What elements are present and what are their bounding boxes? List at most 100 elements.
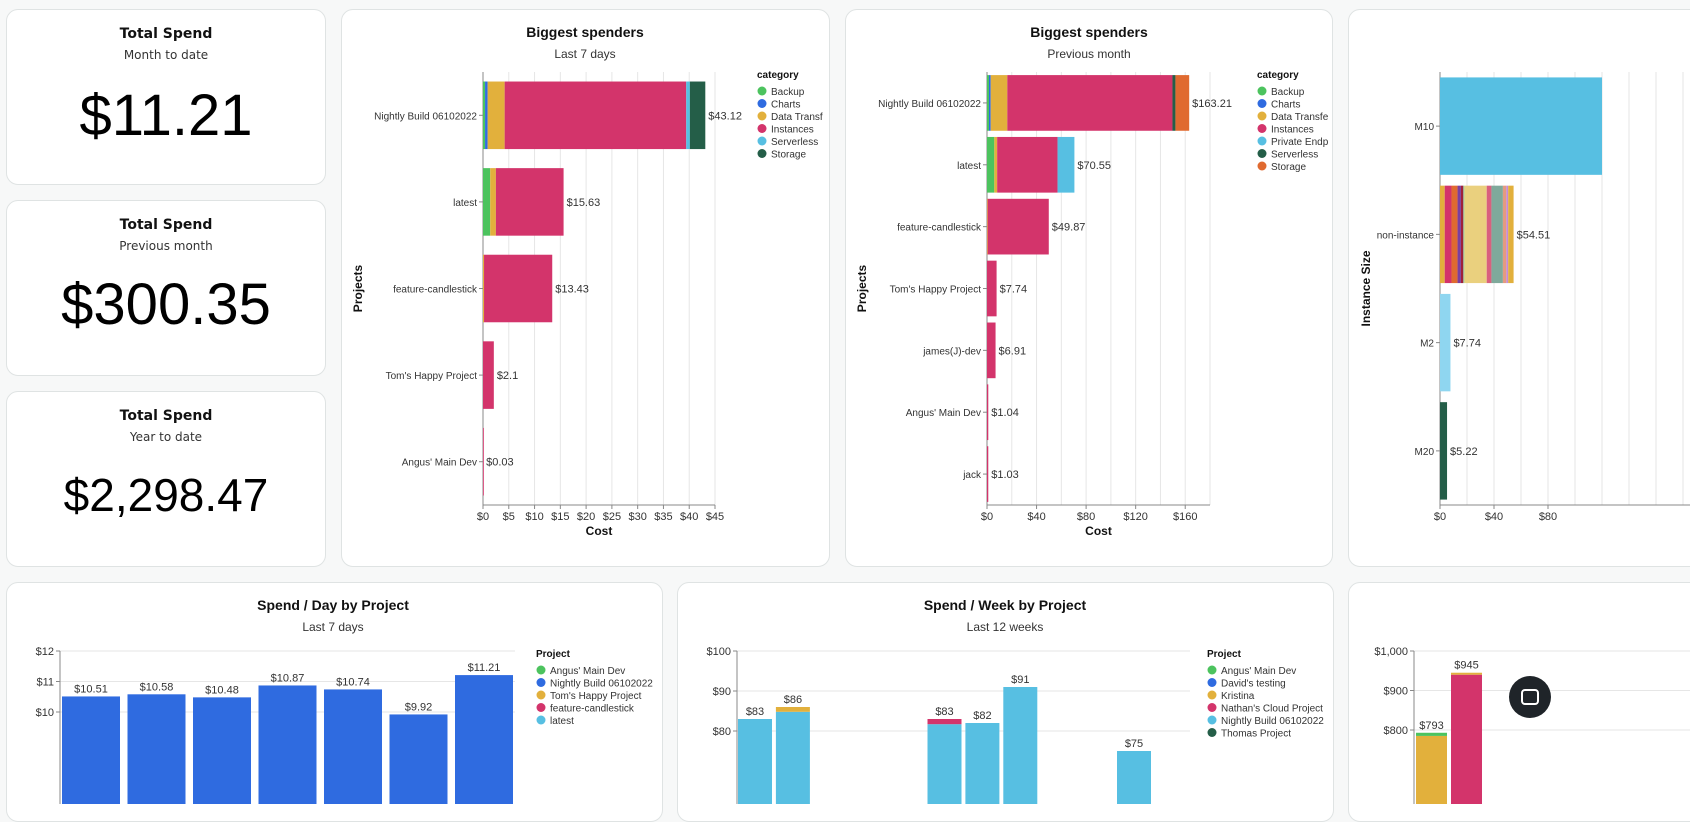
bar-segment — [484, 254, 553, 323]
bar-value-label: $1.04 — [991, 407, 1019, 419]
bar-value-label: $49.87 — [1052, 222, 1086, 234]
legend-label: latest — [550, 716, 574, 727]
bar-value-label: $13.43 — [555, 284, 589, 296]
bar-value-label: $54.51 — [1517, 229, 1551, 241]
stat-card-previous-month: Total Spend Previous month $300.35 — [6, 200, 326, 376]
bar-value-label: $163.21 — [1192, 98, 1232, 110]
bar-segment — [689, 81, 706, 150]
y-tick-label: M2 — [1420, 339, 1434, 350]
x-tick-label: $0 — [981, 511, 993, 523]
bar-value-label: $9.92 — [405, 701, 433, 713]
stat-card-year-to-date: Total Spend Year to date $2,298.47 — [6, 391, 326, 567]
legend-title: Project — [536, 649, 571, 660]
y-tick-label: Nightly Build 06102022 — [878, 99, 981, 110]
stat-title: Total Spend — [119, 217, 213, 233]
bar-segment — [258, 685, 317, 804]
bar-segment — [987, 198, 1049, 255]
bar-segment — [1463, 185, 1465, 284]
bar-segment — [504, 81, 687, 150]
legend-label: Nightly Build 06102022 — [1221, 716, 1324, 727]
legend-label: Charts — [771, 100, 800, 111]
bar-segment — [1440, 185, 1445, 284]
bar-segment — [987, 136, 995, 193]
legend-label: Storage — [1271, 162, 1306, 173]
bar-segment — [1440, 293, 1451, 392]
bar-value-label: $2.1 — [497, 370, 518, 382]
y-axis-title: Projects — [351, 264, 365, 312]
bar-value-label: $15.63 — [567, 197, 601, 209]
legend-swatch — [757, 124, 767, 133]
stat-value: $300.35 — [61, 272, 271, 337]
bar-segment — [994, 136, 998, 193]
bar-value-label: $10.48 — [205, 684, 239, 696]
y-tick-label: Nightly Build 06102022 — [374, 111, 477, 122]
bar-value-label: $10.74 — [336, 676, 370, 688]
chat-button[interactable] — [1509, 676, 1551, 718]
y-tick-label: feature-candlestick — [393, 285, 478, 296]
x-tick-label: $0 — [477, 511, 489, 523]
bar-segment — [1175, 75, 1190, 131]
bar-value-label: $75 — [1125, 738, 1143, 750]
bar-segment — [1486, 185, 1492, 284]
y-tick-label: $10 — [36, 707, 54, 719]
bar-segment — [1457, 185, 1461, 284]
stat-subtitle: Year to date — [129, 430, 203, 444]
bar-segment — [490, 168, 496, 236]
y-tick-label: feature-candlestick — [897, 223, 982, 234]
bar-segment — [1416, 735, 1447, 804]
bar-segment — [1451, 185, 1458, 284]
legend-title: Project — [1207, 649, 1242, 660]
y-axis-title: Instance Size — [1359, 250, 1373, 326]
bar-segment — [988, 75, 991, 131]
legend-label: Instances — [771, 125, 814, 136]
bar-segment — [483, 341, 494, 409]
legend-swatch — [1207, 665, 1217, 675]
x-tick-label: $160 — [1173, 511, 1197, 523]
legend-swatch — [536, 665, 546, 675]
x-tick-label: $40 — [680, 511, 698, 523]
bar-segment — [483, 254, 485, 323]
legend-label: Private Endp — [1271, 137, 1329, 148]
bar-segment — [495, 168, 564, 236]
legend-swatch — [536, 678, 546, 687]
x-tick-label: $40 — [1027, 511, 1045, 523]
chart-title: Biggest spenders — [1030, 24, 1148, 40]
bar-segment — [965, 723, 1000, 804]
bar-value-label: $945 — [1454, 660, 1478, 672]
bar-value-label: $70.55 — [1077, 160, 1111, 172]
x-axis-title: Cost — [1085, 524, 1112, 538]
bar-segment — [483, 81, 486, 150]
bar-value-label: $7.74 — [1000, 284, 1028, 296]
y-tick-label: Tom's Happy Project — [386, 371, 478, 382]
bar-segment — [1172, 75, 1176, 131]
legend-label: David's testing — [1221, 679, 1286, 690]
legend-label: Storage — [771, 150, 806, 161]
bar-segment — [455, 675, 513, 804]
bar-value-label: $86 — [784, 694, 802, 706]
chart-title: Biggest spenders — [526, 24, 644, 40]
y-tick-label: latest — [453, 198, 477, 209]
legend-swatch — [1257, 111, 1267, 121]
bar-segment — [987, 446, 989, 502]
bar-segment — [987, 260, 997, 317]
bar-segment — [1491, 185, 1503, 284]
legend-label: Angus' Main Dev — [550, 666, 625, 677]
legend-label: Serverless — [771, 137, 818, 148]
y-tick-label: Angus' Main Dev — [906, 408, 981, 419]
legend-swatch — [1207, 690, 1217, 700]
bar-segment — [1506, 185, 1509, 284]
bar-segment — [686, 81, 690, 150]
chart-subtitle: Last 12 weeks — [967, 620, 1044, 634]
y-tick-label: M20 — [1415, 447, 1435, 458]
legend-swatch — [757, 149, 767, 158]
stat-subtitle: Month to date — [123, 48, 209, 62]
bar-segment — [927, 719, 962, 725]
bar-segment — [1440, 402, 1448, 500]
chart-subtitle: Last 7 days — [554, 47, 615, 61]
x-tick-label: $45 — [706, 511, 724, 523]
bar-value-label: $0.03 — [486, 457, 514, 469]
legend-label: Backup — [771, 87, 805, 98]
stat-card-month-to-date: Total Spend Month to date $11.21 — [6, 9, 326, 185]
chart-title: Spend / Day by Project — [257, 597, 409, 613]
bar-value-label: $11.21 — [468, 662, 501, 674]
